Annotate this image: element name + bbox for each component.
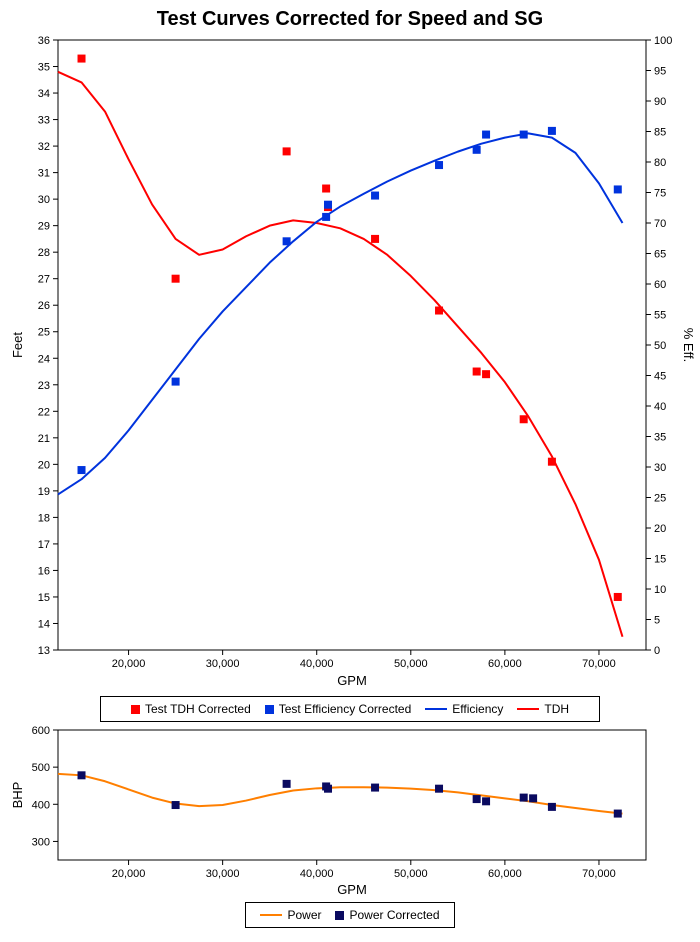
legend-item: Power Corrected: [335, 908, 439, 922]
svg-text:35: 35: [38, 62, 50, 74]
svg-text:70,000: 70,000: [582, 658, 616, 670]
svg-text:20,000: 20,000: [112, 868, 146, 880]
legend-label: Power Corrected: [349, 908, 439, 922]
svg-text:13: 13: [38, 645, 50, 657]
svg-text:30,000: 30,000: [206, 868, 240, 880]
svg-text:500: 500: [32, 762, 50, 774]
svg-text:600: 600: [32, 725, 50, 737]
svg-text:18: 18: [38, 512, 50, 524]
svg-text:50,000: 50,000: [394, 868, 428, 880]
svg-text:19: 19: [38, 486, 50, 498]
svg-text:30: 30: [38, 194, 50, 206]
legend-label: Power: [287, 908, 321, 922]
svg-text:40,000: 40,000: [300, 868, 334, 880]
svg-text:45: 45: [654, 371, 666, 383]
svg-text:30: 30: [654, 462, 666, 474]
main-chart: 20,000 30,000 40,000 50,000 60,000 70,000 GPM 1…: [0, 0, 700, 690]
svg-text:14: 14: [38, 618, 50, 630]
svg-text:17: 17: [38, 539, 50, 551]
svg-text:30,000: 30,000: [206, 658, 240, 670]
svg-text:33: 33: [38, 115, 50, 127]
svg-text:16: 16: [38, 565, 50, 577]
svg-text:32: 32: [38, 141, 50, 153]
svg-text:70,000: 70,000: [582, 868, 616, 880]
svg-text:21: 21: [38, 433, 50, 445]
svg-text:35: 35: [654, 432, 666, 444]
svg-text:70: 70: [654, 218, 666, 230]
svg-text:36: 36: [38, 35, 50, 47]
svg-text:25: 25: [654, 493, 666, 505]
svg-text:34: 34: [38, 88, 50, 100]
svg-text:28: 28: [38, 247, 50, 259]
svg-text:20: 20: [654, 523, 666, 535]
svg-text:60,000: 60,000: [488, 658, 522, 670]
svg-text:24: 24: [38, 353, 50, 365]
svg-text:10: 10: [654, 584, 666, 596]
svg-text:55: 55: [654, 310, 666, 322]
svg-text:29: 29: [38, 221, 50, 233]
page-container: { "title": "Test Curves Corrected for Sp…: [0, 0, 700, 942]
bhp-chart: 20,000 30,000 40,000 50,000 60,000 70,000 GPM 3…: [0, 700, 700, 900]
svg-text:20: 20: [38, 459, 50, 471]
svg-text:23: 23: [38, 380, 50, 392]
svg-text:60,000: 60,000: [488, 868, 522, 880]
svg-text:GPM: GPM: [337, 882, 367, 897]
svg-text:95: 95: [654, 66, 666, 78]
svg-text:40,000: 40,000: [300, 658, 334, 670]
svg-text:15: 15: [654, 554, 666, 566]
bhp-legend: Power Power Corrected: [245, 902, 455, 928]
svg-text:300: 300: [32, 836, 50, 848]
svg-text:25: 25: [38, 327, 50, 339]
svg-text:65: 65: [654, 249, 666, 261]
svg-text:26: 26: [38, 300, 50, 312]
svg-text:100: 100: [654, 35, 672, 47]
svg-text:22: 22: [38, 406, 50, 418]
svg-text:80: 80: [654, 157, 666, 169]
svg-text:40: 40: [654, 401, 666, 413]
svg-text:20,000: 20,000: [112, 658, 146, 670]
svg-text:60: 60: [654, 279, 666, 291]
svg-text:15: 15: [38, 592, 50, 604]
legend-marker-line: [260, 914, 282, 916]
svg-text:0: 0: [654, 645, 660, 657]
svg-text:85: 85: [654, 127, 666, 139]
svg-text:5: 5: [654, 615, 660, 627]
svg-text:% Eff.: % Eff.: [681, 328, 696, 362]
svg-text:31: 31: [38, 168, 50, 180]
svg-text:Feet: Feet: [10, 332, 25, 358]
svg-text:90: 90: [654, 96, 666, 108]
legend-marker-square: [335, 911, 344, 920]
svg-text:50,000: 50,000: [394, 658, 428, 670]
svg-text:400: 400: [32, 799, 50, 811]
svg-text:GPM: GPM: [337, 673, 367, 688]
svg-text:50: 50: [654, 340, 666, 352]
svg-text:BHP: BHP: [10, 782, 25, 809]
legend-item: Power: [260, 908, 321, 922]
svg-text:27: 27: [38, 274, 50, 286]
svg-text:75: 75: [654, 188, 666, 200]
